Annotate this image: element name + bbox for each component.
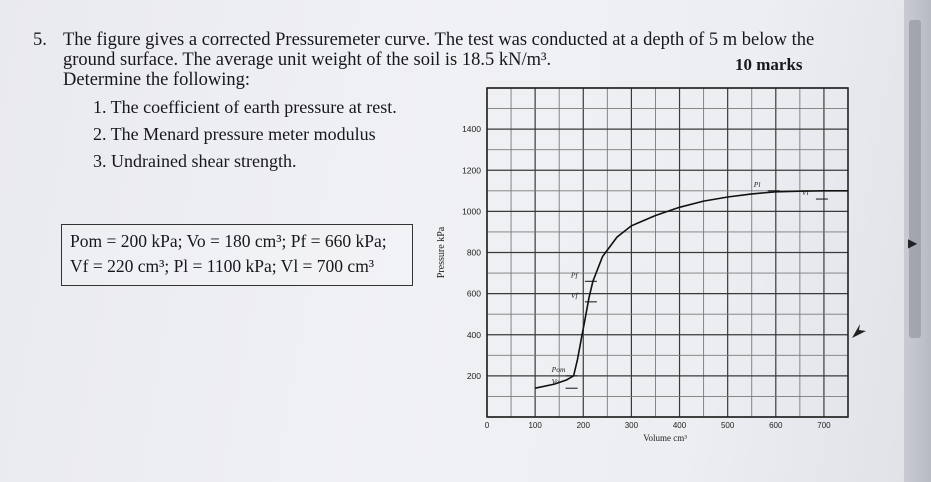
chart-annotations: Pom Vo Pf Vf Pl Vl [551,180,828,389]
x-tick-label: 100 [528,421,542,430]
annotation-label: Vo [552,377,560,386]
list-item: 1. The coefficient of earth pressure at … [93,97,397,117]
annotation-label: Pl [753,180,761,189]
question-number: 5. [33,30,47,50]
question-line-3: Determine the following: [63,70,251,90]
y-tick-label: 200 [467,371,481,381]
scrollbar-track[interactable] [904,0,931,482]
chart-grid [486,87,849,418]
x-tick-label: 500 [721,421,735,430]
plot-frame [486,87,849,418]
x-tick-label: 600 [769,421,783,430]
given-data-box: Pom = 200 kPa; Vo = 180 cm³; Pf = 660 kP… [61,224,413,286]
x-axis-label: Volume cm³ [643,433,687,443]
x-tick-label: 300 [625,421,639,430]
annotation-label: Vf [571,291,579,300]
chart-tick-labels: 200 400 600 800 1000 1200 1400 0 100 200 300 400 500… [462,124,831,430]
x-tick-label: 700 [817,421,831,430]
question-line-1: The figure gives a corrected Pressuremet… [63,30,815,50]
question-line-2: ground surface. The average unit weight … [63,50,552,70]
list-item: 3. Undrained shear strength. [93,151,297,171]
x-tick-label: 0 [485,421,490,430]
x-tick-label: 400 [673,421,687,430]
given-data-line-1: Pom = 200 kPa; Vo = 180 cm³; Pf = 660 kP… [70,231,387,251]
y-axis-label: Pressure kPa [436,226,447,278]
y-tick-label: 800 [467,248,481,258]
cursor-icon [852,324,866,338]
marks-label: 10 marks [735,55,803,74]
annotation-label: Vl [802,188,809,197]
pressuremeter-chart: 200 400 600 800 1000 1200 1400 0 100 200 300 400 500… [436,87,849,443]
chart-axes [486,87,849,418]
scrollbar-thumb[interactable] [909,20,921,338]
annotation-label: Pf [570,270,579,279]
y-tick-label: 400 [467,330,481,340]
y-tick-label: 600 [467,289,481,299]
y-tick-label: 1400 [462,124,481,134]
x-tick-label: 200 [577,421,591,430]
arrow-right-icon[interactable]: ▶ [908,236,918,250]
list-item: 2. The Menard pressure meter modulus [93,124,376,144]
given-data-line-2: Vf = 220 cm³; Pl = 1100 kPa; Vl = 700 cm… [70,256,375,276]
y-tick-label: 1200 [462,165,481,175]
annotation-label: Pom [551,365,566,374]
y-tick-label: 1000 [462,206,481,216]
pressuremeter-curve [534,190,848,389]
